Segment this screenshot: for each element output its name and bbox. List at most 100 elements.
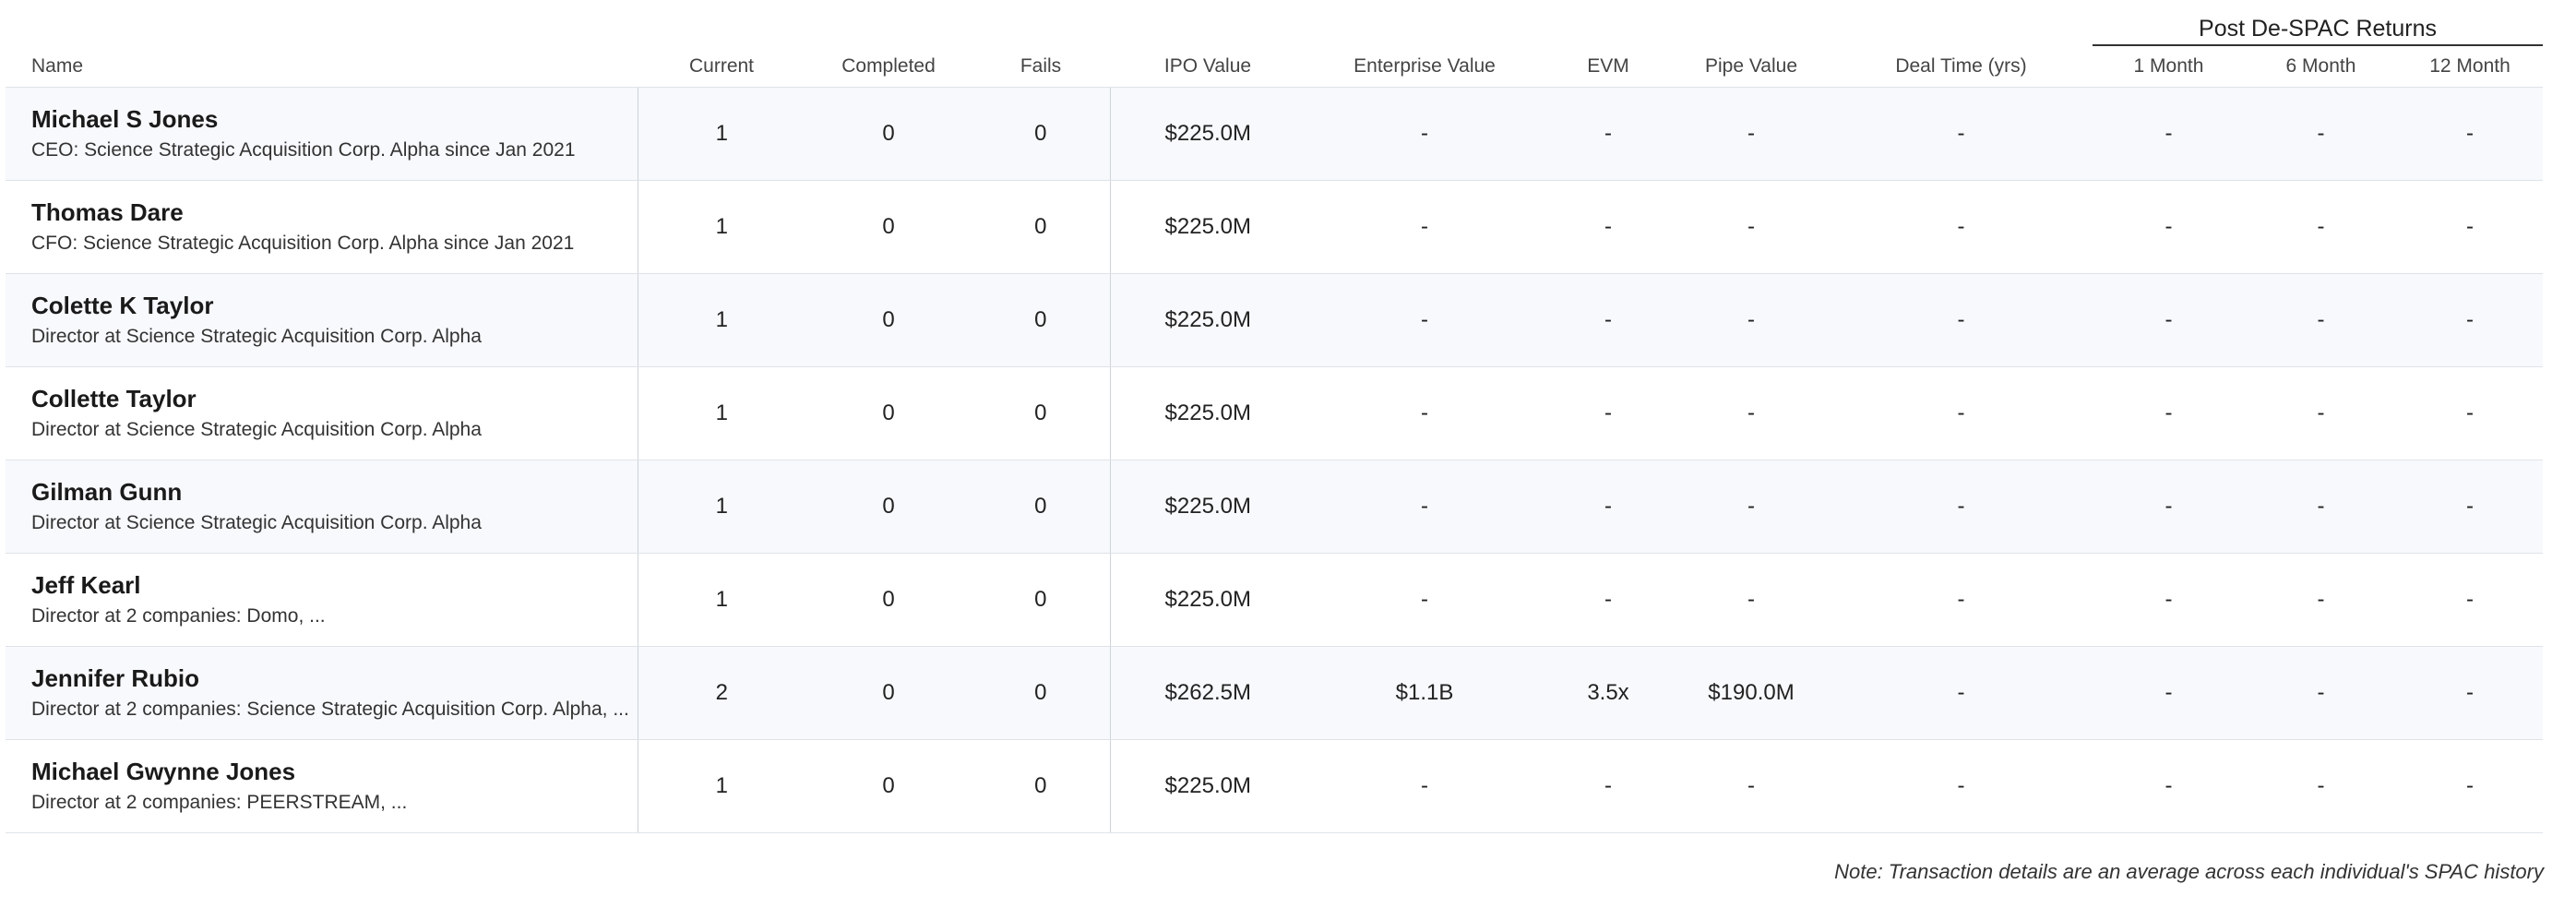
name-cell: Jennifer Rubio Director at 2 companies: S… bbox=[6, 646, 638, 740]
return-6-month-cell: - bbox=[2245, 739, 2397, 833]
current-cell: 1 bbox=[638, 87, 805, 181]
col-header-deal-time[interactable]: Deal Time (yrs) bbox=[1830, 46, 2093, 88]
person-name-link[interactable]: Jennifer Rubio bbox=[31, 664, 200, 692]
enterprise-value-cell: - bbox=[1306, 366, 1544, 460]
ipo-value-cell: $225.0M bbox=[1110, 366, 1306, 460]
col-header-12-month[interactable]: 12 Month bbox=[2397, 46, 2544, 88]
evm-cell: - bbox=[1544, 366, 1673, 460]
completed-cell: 0 bbox=[805, 273, 972, 367]
pipe-value-cell: - bbox=[1673, 553, 1830, 647]
col-header-enterprise-value[interactable]: Enterprise Value bbox=[1306, 46, 1544, 88]
return-1-month-cell: - bbox=[2093, 460, 2245, 554]
return-1-month-cell: - bbox=[2093, 180, 2245, 274]
table-row[interactable]: Michael S Jones CEO: Science Strategic Ac… bbox=[6, 87, 2544, 181]
completed-cell: 0 bbox=[805, 180, 972, 274]
person-role: CEO: Science Strategic Acquisition Corp.… bbox=[31, 139, 576, 161]
person-name-link[interactable]: Collette Taylor bbox=[31, 385, 197, 412]
col-header-pipe-value[interactable]: Pipe Value bbox=[1673, 46, 1830, 88]
evm-cell: - bbox=[1544, 553, 1673, 647]
col-header-1-month[interactable]: 1 Month bbox=[2093, 46, 2245, 88]
person-role: Director at 2 companies: Science Strateg… bbox=[31, 699, 629, 720]
return-12-month-cell: - bbox=[2397, 646, 2544, 740]
ipo-value-cell: $225.0M bbox=[1110, 553, 1306, 647]
completed-cell: 0 bbox=[805, 366, 972, 460]
deal-time-cell: - bbox=[1830, 460, 2093, 554]
name-cell: Michael Gwynne Jones Director at 2 compan… bbox=[6, 739, 638, 833]
person-name-link[interactable]: Michael S Jones bbox=[31, 105, 219, 133]
post-despac-returns-header: Post De-SPAC Returns bbox=[2093, 16, 2544, 46]
person-name-link[interactable]: Jeff Kearl bbox=[31, 571, 141, 599]
col-header-fails[interactable]: Fails bbox=[972, 46, 1110, 88]
return-6-month-cell: - bbox=[2245, 460, 2397, 554]
ipo-value-cell: $225.0M bbox=[1110, 739, 1306, 833]
fails-cell: 0 bbox=[972, 180, 1111, 274]
table-row[interactable]: Collette Taylor Director at Science Strat… bbox=[6, 366, 2544, 460]
person-name-link[interactable]: Thomas Dare bbox=[31, 198, 184, 226]
deal-time-cell: - bbox=[1830, 273, 2093, 367]
enterprise-value-cell: - bbox=[1306, 273, 1544, 367]
return-6-month-cell: - bbox=[2245, 87, 2397, 181]
column-header-row: Name Current Completed Fails IPO Value E… bbox=[6, 46, 2544, 88]
table-row[interactable]: Colette K Taylor Director at Science Stra… bbox=[6, 273, 2544, 367]
person-name-link[interactable]: Gilman Gunn bbox=[31, 478, 183, 506]
fails-cell: 0 bbox=[972, 553, 1111, 647]
current-cell: 1 bbox=[638, 460, 805, 554]
return-12-month-cell: - bbox=[2397, 460, 2544, 554]
return-1-month-cell: - bbox=[2093, 739, 2245, 833]
ipo-value-cell: $225.0M bbox=[1110, 273, 1306, 367]
deal-time-cell: - bbox=[1830, 366, 2093, 460]
ipo-value-cell: $225.0M bbox=[1110, 180, 1306, 274]
deal-time-cell: - bbox=[1830, 87, 2093, 181]
enterprise-value-cell: - bbox=[1306, 739, 1544, 833]
person-role: Director at Science Strategic Acquisitio… bbox=[31, 419, 482, 440]
return-6-month-cell: - bbox=[2245, 273, 2397, 367]
return-1-month-cell: - bbox=[2093, 87, 2245, 181]
col-header-name[interactable]: Name bbox=[6, 46, 638, 88]
table-row[interactable]: Thomas Dare CFO: Science Strategic Acquis… bbox=[6, 180, 2544, 274]
col-header-completed[interactable]: Completed bbox=[805, 46, 972, 88]
col-header-6-month[interactable]: 6 Month bbox=[2245, 46, 2397, 88]
return-12-month-cell: - bbox=[2397, 366, 2544, 460]
fails-cell: 0 bbox=[972, 460, 1111, 554]
pipe-value-cell: - bbox=[1673, 739, 1830, 833]
return-1-month-cell: - bbox=[2093, 273, 2245, 367]
person-role: Director at Science Strategic Acquisitio… bbox=[31, 326, 482, 347]
name-cell: Gilman Gunn Director at Science Strategic… bbox=[6, 460, 638, 554]
table-row[interactable]: Jeff Kearl Director at 2 companies: Domo,… bbox=[6, 553, 2544, 647]
fails-cell: 0 bbox=[972, 366, 1111, 460]
current-cell: 1 bbox=[638, 739, 805, 833]
col-header-evm[interactable]: EVM bbox=[1544, 46, 1673, 88]
person-name-link[interactable]: Colette K Taylor bbox=[31, 292, 214, 319]
col-header-current[interactable]: Current bbox=[638, 46, 805, 88]
enterprise-value-cell: - bbox=[1306, 87, 1544, 181]
return-12-month-cell: - bbox=[2397, 87, 2544, 181]
table-row[interactable]: Gilman Gunn Director at Science Strategic… bbox=[6, 460, 2544, 554]
evm-cell: - bbox=[1544, 739, 1673, 833]
fails-cell: 0 bbox=[972, 739, 1111, 833]
footnote: Note: Transaction details are an average… bbox=[1834, 860, 2544, 883]
name-cell: Collette Taylor Director at Science Strat… bbox=[6, 366, 638, 460]
person-name-link[interactable]: Michael Gwynne Jones bbox=[31, 758, 296, 785]
name-cell: Colette K Taylor Director at Science Stra… bbox=[6, 273, 638, 367]
deal-time-cell: - bbox=[1830, 180, 2093, 274]
evm-cell: - bbox=[1544, 273, 1673, 367]
fails-cell: 0 bbox=[972, 87, 1111, 181]
spac-team-table: Post De-SPAC Returns Name Current Comple… bbox=[6, 9, 2544, 833]
current-cell: 1 bbox=[638, 553, 805, 647]
pipe-value-cell: - bbox=[1673, 87, 1830, 181]
table-row[interactable]: Michael Gwynne Jones Director at 2 compan… bbox=[6, 739, 2544, 833]
return-12-month-cell: - bbox=[2397, 553, 2544, 647]
person-role: CFO: Science Strategic Acquisition Corp.… bbox=[31, 233, 575, 254]
evm-cell: - bbox=[1544, 180, 1673, 274]
return-6-month-cell: - bbox=[2245, 366, 2397, 460]
return-6-month-cell: - bbox=[2245, 180, 2397, 274]
completed-cell: 0 bbox=[805, 553, 972, 647]
return-6-month-cell: - bbox=[2245, 646, 2397, 740]
name-cell: Michael S Jones CEO: Science Strategic Ac… bbox=[6, 87, 638, 181]
evm-cell: 3.5x bbox=[1544, 646, 1673, 740]
name-cell: Thomas Dare CFO: Science Strategic Acquis… bbox=[6, 180, 638, 274]
col-header-ipo-value[interactable]: IPO Value bbox=[1110, 46, 1306, 88]
evm-cell: - bbox=[1544, 87, 1673, 181]
table-row[interactable]: Jennifer Rubio Director at 2 companies: S… bbox=[6, 646, 2544, 740]
